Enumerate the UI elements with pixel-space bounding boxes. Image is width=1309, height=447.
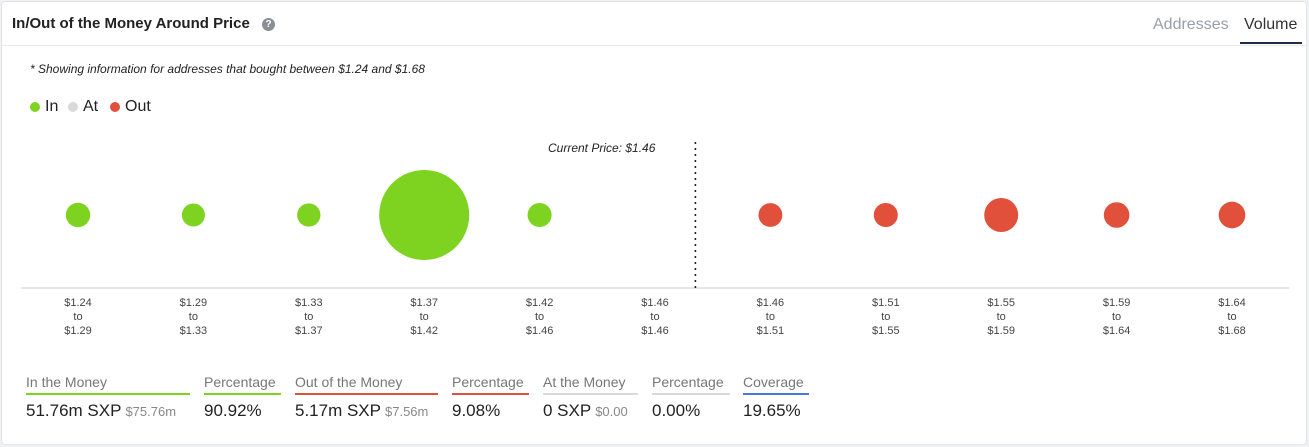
x-tick-label-9-0: $1.59: [1103, 297, 1131, 309]
stat-bar-in-pct: [204, 393, 281, 395]
x-tick-label-1-0: $1.29: [180, 297, 208, 309]
stat-bar-at: [543, 393, 638, 395]
bubble-in-2: [297, 203, 321, 227]
stat-out-percentage: Percentage 9.08%: [452, 374, 529, 421]
tab-addresses[interactable]: Addresses: [1153, 16, 1229, 33]
card-header: In/Out of the Money Around Price ? Addre…: [2, 2, 1306, 46]
stat-value-out-money: 5.17m SXP $7.56m: [295, 401, 438, 421]
x-tick-label-2-2: $1.37: [295, 325, 323, 337]
bubble-in-4: [527, 202, 552, 228]
x-tick-label-7-0: $1.51: [872, 297, 900, 309]
stat-value-out-pct: 9.08%: [452, 401, 501, 420]
x-tick-label-5-2: $1.46: [641, 325, 669, 337]
x-tick-label-7-1: to: [881, 311, 890, 323]
x-tick-label-8-1: to: [997, 311, 1006, 323]
x-tick-label-4-2: $1.46: [526, 325, 554, 337]
stat-value-out-money-text: 5.17m SXP: [295, 401, 381, 420]
stat-coverage: Coverage 19.65%: [743, 374, 809, 421]
x-tick-label-6-1: to: [766, 311, 775, 323]
stat-label-in-pct: Percentage: [204, 374, 276, 390]
stat-in-percentage: Percentage 90.92%: [204, 374, 281, 421]
x-tick-label-3-2: $1.42: [410, 325, 438, 337]
stat-at-percentage: Percentage 0.00%: [652, 374, 730, 421]
x-tick-label-1-2: $1.33: [180, 325, 208, 337]
x-tick-label-8-0: $1.55: [987, 297, 1015, 309]
bubble-in-3: [379, 170, 470, 260]
x-tick-label-5-1: to: [650, 311, 659, 323]
legend-dot-in: [30, 102, 40, 112]
x-tick-label-0-2: $1.29: [64, 325, 92, 337]
x-tick-label-1-1: to: [189, 311, 198, 323]
x-tick-label-4-1: to: [535, 311, 544, 323]
stat-label-at-money: At the Money: [543, 374, 626, 390]
legend-dot-at: [68, 102, 78, 112]
x-tick-label-5-0: $1.46: [641, 297, 669, 309]
stat-value-in-pct: 90.92%: [204, 401, 262, 420]
x-tick-label-0-1: to: [73, 311, 82, 323]
bubble-chart: Current Price: $1.46 $1.24 to $1.29 $1.29 to $…: [21, 141, 1289, 337]
stat-out-of-the-money: Out of the Money 5.17m SXP $7.56m: [295, 374, 438, 421]
x-tick-label-0-0: $1.24: [64, 297, 92, 309]
bubble-out-10: [1218, 201, 1246, 229]
bubble-out-7: [873, 202, 898, 228]
stat-sub-in-money: $75.76m: [125, 404, 177, 419]
x-tick-label-7-2: $1.55: [872, 325, 900, 337]
x-tick-label-10-1: to: [1227, 311, 1236, 323]
stat-value-in-money: 51.76m SXP $75.76m: [26, 401, 190, 421]
stat-bar-coverage: [743, 393, 809, 395]
stat-sub-at-money: $0.00: [595, 404, 628, 419]
current-price-label: Current Price: $1.46: [548, 141, 656, 155]
x-tick-label-2-0: $1.33: [295, 297, 323, 309]
summary-stats: In the Money 51.76m SXP $75.76m Percentag…: [2, 374, 1306, 434]
question-circle-icon[interactable]: ?: [262, 18, 275, 31]
x-tick-label-9-2: $1.64: [1103, 325, 1131, 337]
stat-value-in-money-text: 51.76m SXP: [26, 401, 122, 420]
x-tick-label-9-1: to: [1112, 311, 1121, 323]
x-tick-label-6-2: $1.51: [757, 325, 785, 337]
x-tick-label-2-1: to: [304, 311, 313, 323]
x-tick-label-8-2: $1.59: [987, 325, 1015, 337]
x-tick-label-10-0: $1.64: [1218, 297, 1246, 309]
stat-value-at-pct: 0.00%: [652, 401, 701, 420]
card-title: In/Out of the Money Around Price: [12, 15, 250, 32]
stat-bar-out: [295, 393, 438, 395]
x-tick-label-3-0: $1.37: [410, 297, 438, 309]
stat-bar-out-pct: [452, 393, 529, 395]
x-tick-label-4-0: $1.42: [526, 297, 554, 309]
legend-label-in: In: [45, 98, 59, 115]
stat-label-in-money: In the Money: [26, 374, 107, 390]
stat-sub-out-money: $7.56m: [385, 404, 429, 419]
stat-label-at-pct: Percentage: [652, 374, 724, 390]
stat-bar-at-pct: [652, 393, 730, 395]
x-tick-label-3-1: to: [420, 311, 429, 323]
stat-value-coverage: 19.65%: [743, 401, 801, 420]
stat-label-out-pct: Percentage: [452, 374, 524, 390]
stat-value-at-money: 0 SXP $0.00: [543, 401, 638, 421]
range-note: * Showing information for addresses that…: [30, 62, 425, 76]
stat-at-the-money: At the Money 0 SXP $0.00: [543, 374, 638, 421]
bubble-out-6: [758, 203, 783, 227]
bubble-in-1: [181, 203, 205, 227]
legend-label-out: Out: [125, 98, 151, 115]
stat-bar-in: [26, 393, 190, 395]
bubble-out-9: [1103, 202, 1130, 228]
x-tick-label-6-0: $1.46: [757, 297, 785, 309]
stat-in-the-money: In the Money 51.76m SXP $75.76m: [26, 374, 190, 421]
legend-dot-out: [110, 102, 120, 112]
stat-label-coverage: Coverage: [743, 374, 804, 390]
x-tick-label-10-2: $1.68: [1218, 325, 1246, 337]
bubble-in-0: [65, 202, 91, 228]
legend-label-at: At: [83, 98, 99, 115]
stat-label-out-money: Out of the Money: [295, 374, 403, 390]
active-tab-indicator: [1240, 42, 1302, 44]
tab-volume[interactable]: Volume: [1244, 16, 1298, 33]
stat-value-at-money-text: 0 SXP: [543, 401, 592, 420]
bubble-out-8: [984, 198, 1019, 232]
